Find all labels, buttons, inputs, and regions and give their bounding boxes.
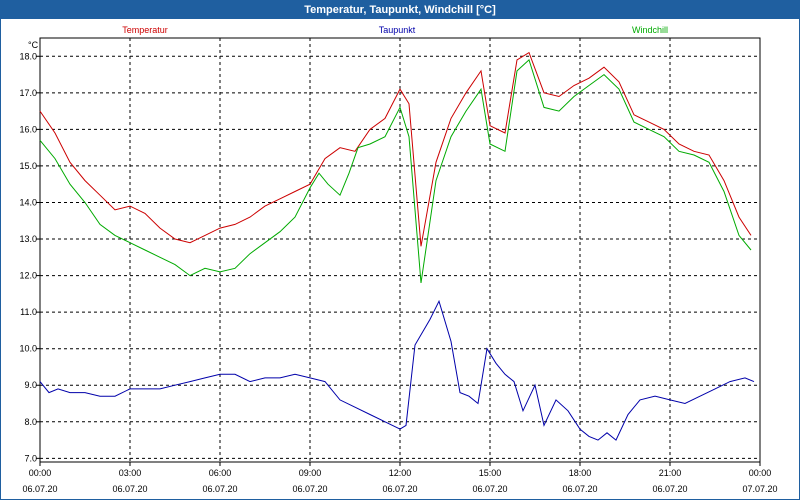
y-tick-label: 12.0	[19, 271, 37, 281]
y-tick-label: 8.0	[24, 417, 37, 427]
series-line-windchill	[39, 59, 752, 283]
x-tick-time: 12:00	[389, 468, 412, 478]
x-tick-date: 06.07.20	[382, 484, 417, 494]
x-tick-date: 06.07.20	[292, 484, 327, 494]
x-tick-date: 06.07.20	[22, 484, 57, 494]
x-tick-time: 18:00	[569, 468, 592, 478]
x-tick-date: 06.07.20	[652, 484, 687, 494]
y-tick-label: 18.0	[19, 51, 37, 61]
legend-temperatur: Temperatur	[122, 25, 168, 35]
series-lines	[39, 51, 755, 441]
x-axis: 00:00 06.07.20 03:00 06.07.20 06:00 06.07.20 0…	[22, 462, 778, 494]
y-tick-label: 16.0	[19, 124, 37, 134]
legend: Temperatur Taupunkt Windchill	[122, 25, 668, 35]
y-tick-label: 10.0	[19, 344, 37, 354]
x-tick-time: 09:00	[299, 468, 322, 478]
y-tick-label: 7.0	[24, 453, 37, 463]
series-line-temperatur	[39, 51, 752, 247]
x-tick-time: 06:00	[209, 468, 232, 478]
y-axis: 7.0 8.0 9.0 10.0 11.0 12.0 13.0 14.0 15.0 16.0 17.…	[19, 51, 40, 463]
x-tick-time: 00:00	[749, 468, 772, 478]
y-tick-label: 11.0	[20, 307, 37, 317]
grid-lines	[40, 38, 760, 462]
legend-taupunkt: Taupunkt	[379, 25, 416, 35]
y-tick-label: 14.0	[19, 197, 37, 207]
chart-title: Temperatur, Taupunkt, Windchill [°C]	[1, 1, 799, 19]
y-tick-label: 17.0	[19, 88, 37, 98]
y-axis-unit: °C	[28, 40, 39, 50]
x-tick-date: 06.07.20	[202, 484, 237, 494]
x-tick-date: 06.07.20	[562, 484, 597, 494]
y-tick-label: 13.0	[19, 234, 37, 244]
x-tick-date: 07.07.20	[742, 484, 777, 494]
x-tick-time: 03:00	[119, 468, 142, 478]
series-line-taupunkt	[39, 299, 755, 441]
y-tick-label: 9.0	[24, 380, 37, 390]
legend-windchill: Windchill	[632, 25, 668, 35]
x-tick-date: 06.07.20	[472, 484, 507, 494]
y-tick-label: 15.0	[19, 161, 37, 171]
x-tick-time: 21:00	[659, 468, 682, 478]
x-tick-date: 06.07.20	[112, 484, 147, 494]
x-tick-time: 00:00	[29, 468, 52, 478]
x-tick-time: 15:00	[479, 468, 502, 478]
